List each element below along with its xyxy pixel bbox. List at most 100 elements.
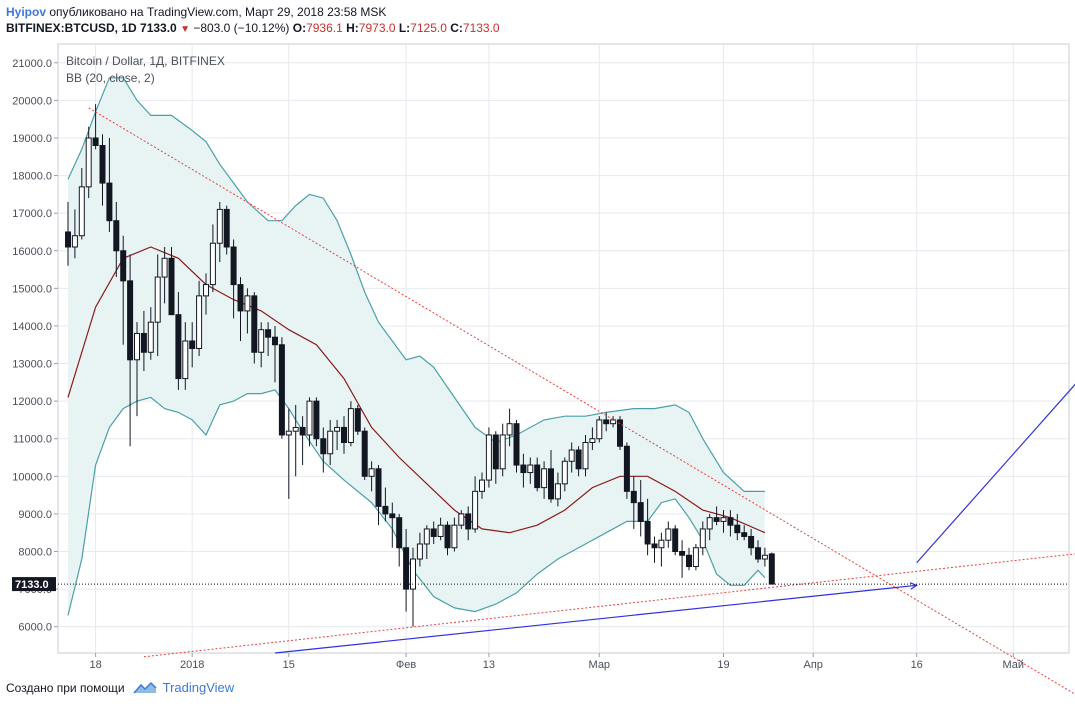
candle-body [506,423,513,436]
red-trendline-down[interactable] [88,107,1075,695]
candle-body [175,314,182,380]
candle [499,423,506,477]
arrow-head-icon [909,582,919,590]
candle-body [623,445,630,492]
candle [768,552,775,585]
y-tick-label: 20000.0 [12,95,52,107]
ohlc-line: BITFINEX:BTCUSD, 1D 7133.0 ▼ −803.0 (−10… [6,20,500,38]
candle [589,427,596,450]
candle [444,521,451,556]
candle-body [223,208,230,248]
tradingview-link[interactable]: TradingView [162,680,235,695]
candle-body [65,231,71,248]
candle [154,254,161,357]
candle [692,543,699,571]
candle-body [292,426,299,432]
low-value: 7125.0 [410,21,447,35]
candle [278,337,285,439]
candle-body [423,528,430,545]
y-tick-label: 18000.0 [12,171,52,183]
chart-header: Hyipov опубликовано на TradingView.com, … [6,4,500,38]
candle [327,419,334,466]
candle [92,104,99,150]
candle [720,510,727,533]
candle [285,408,292,499]
tradingview-logo-icon [133,681,157,693]
candle [554,472,561,507]
candle-body [85,137,92,188]
candle-body [203,284,209,297]
candle [548,450,554,503]
last-price-tag-label: 7133.0 [15,579,49,591]
candle [410,547,416,627]
red-trendline-up[interactable] [143,548,1075,658]
candle-body [534,464,541,489]
candle [223,205,230,255]
candle [120,235,127,345]
candle [561,457,568,492]
candle [189,322,196,368]
candle-body [692,547,699,568]
candle [299,416,306,466]
blue-projection-up-line[interactable] [916,330,1075,564]
x-tick-label: 15 [283,659,295,671]
candle-body [78,186,85,237]
candle-body [734,524,741,534]
chart-frame [57,43,1070,654]
candle-body [127,280,134,361]
blue-projection-line[interactable] [274,584,917,654]
candle [575,446,582,477]
candle-body [444,524,451,549]
candle-body [237,284,244,312]
candle-body [368,468,375,477]
x-tick-label: Май [1003,659,1025,671]
symbol-label: BITFINEX:BTCUSD, 1D [6,21,137,35]
time-axis[interactable]: 18201815Фев13Мар19Апр16Май14 [89,653,1075,671]
y-tick-label: 12000.0 [12,396,52,408]
candle-body [347,408,354,443]
candle-body [582,441,589,470]
candle [610,416,617,428]
candle-body [341,426,347,443]
candle-body [596,419,603,440]
y-tick-label: 17000.0 [12,208,52,220]
down-triangle-icon: ▼ [180,24,190,35]
candle-body [71,235,78,248]
candle-body [610,419,617,425]
candle [630,476,637,529]
candle-body [410,558,416,590]
candle-body [630,490,637,504]
candle-body [272,336,278,346]
candle-body [548,468,554,500]
candle [244,288,251,334]
candle [375,465,382,526]
high-value: 7973.0 [358,21,396,35]
candle-body [299,426,306,436]
y-tick-label: 16000.0 [12,246,52,258]
price-axis[interactable]: 6000.07000.08000.09000.010000.011000.012… [12,58,58,634]
y-tick-label: 14000.0 [12,321,52,333]
candle-body [354,408,361,432]
author-link[interactable]: Hyipov [6,5,47,19]
candle-body [575,449,582,470]
candle [437,517,444,541]
candle [513,419,520,473]
candle [534,457,541,492]
candle [741,525,748,541]
candle-body [513,423,520,466]
candle-body [603,419,610,425]
candle-body [451,524,458,549]
candle [175,292,182,390]
candle [230,239,237,319]
candle [472,476,479,533]
candle [382,487,389,522]
candle-body [258,329,265,353]
candle [258,322,265,368]
candle-body [679,551,686,556]
candle [265,322,272,357]
candle-body [140,332,147,353]
candle [361,427,368,481]
open-value: 7936.1 [306,21,343,35]
candle [465,506,472,541]
